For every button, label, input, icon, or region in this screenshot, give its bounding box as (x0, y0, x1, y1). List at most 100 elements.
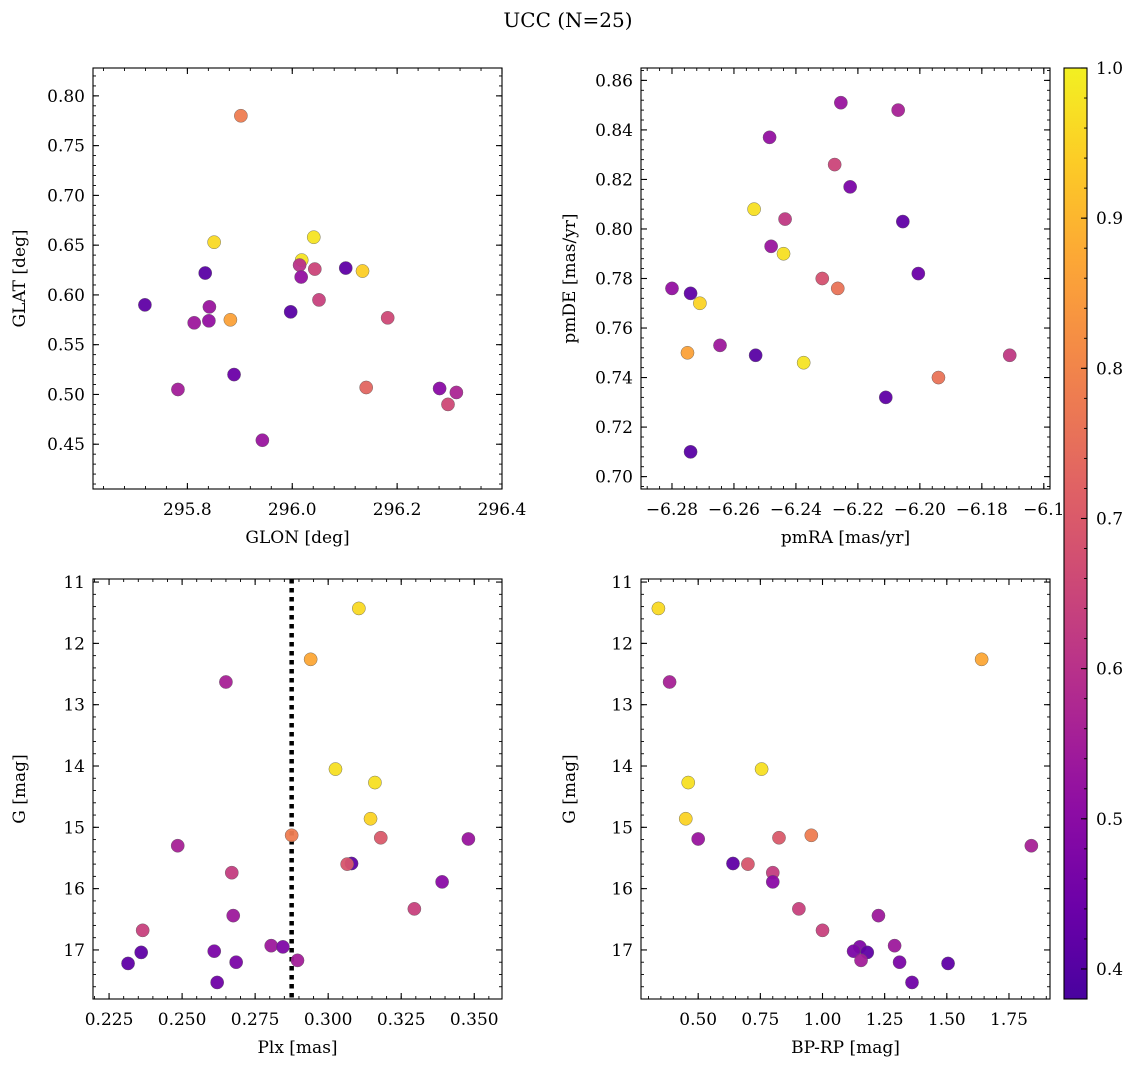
data-point (355, 264, 370, 278)
data-point (306, 230, 321, 244)
data-point (359, 380, 373, 395)
data-point (352, 601, 366, 616)
data-point (340, 857, 354, 871)
x-tick-label: 1.00 (804, 1010, 842, 1030)
panel-plx-g: 0.225 0.250 0.275 0.300 0.325 0.350 11 12 13 14 15… (10, 573, 503, 1058)
x-tick-label: 296.4 (478, 500, 527, 520)
data-point (827, 157, 842, 172)
data-point (887, 938, 902, 953)
data-point (693, 296, 707, 311)
data-point (891, 103, 905, 117)
data-point (662, 675, 677, 689)
y-tick-label: 17 (611, 941, 633, 961)
data-point (762, 130, 777, 145)
data-point (815, 271, 830, 286)
x-tick-label: −6.1 (1023, 500, 1064, 520)
x-axis-label: BP-RP [mag] (791, 1038, 900, 1058)
data-point (905, 975, 919, 990)
colorbar-tick-label: 0.7 (1096, 509, 1123, 529)
x-tick-label: 0.250 (158, 1010, 207, 1030)
y-tick-label: 14 (611, 757, 633, 777)
data-point (815, 923, 830, 938)
y-tick-label: 15 (63, 818, 85, 838)
data-point (308, 262, 322, 276)
colorbar-tick-label: 0.4 (1096, 960, 1123, 980)
x-tick-label: 296.0 (268, 500, 317, 520)
axes-frame (640, 578, 1051, 1000)
data-point (219, 675, 233, 689)
y-tick-label: 11 (63, 573, 85, 593)
y-axis-label: pmDE [mas/yr] (560, 213, 580, 343)
data-point (754, 762, 769, 776)
scatter-points (138, 108, 464, 448)
data-point (121, 956, 135, 971)
data-point (290, 953, 305, 968)
y-tick-label: 0.50 (47, 385, 85, 405)
axes-frame (92, 578, 503, 1000)
colorbar-gradient (1064, 68, 1087, 999)
data-point (202, 300, 217, 314)
data-point (911, 266, 926, 281)
data-point (328, 762, 343, 776)
data-point (380, 311, 395, 325)
data-point (931, 370, 946, 385)
data-point (713, 338, 727, 353)
data-point (226, 908, 241, 923)
data-point (878, 390, 893, 405)
data-point (207, 944, 222, 958)
data-point (234, 108, 248, 123)
y-axis-label: GLAT [deg] (10, 229, 30, 327)
data-point (170, 838, 185, 853)
y-tick-label: 0.74 (595, 369, 633, 389)
data-point (778, 212, 792, 226)
data-point (223, 313, 238, 327)
y-tick-label: 0.55 (47, 336, 85, 356)
data-point (461, 832, 476, 846)
x-axis-label: pmRA [mas/yr] (781, 528, 910, 548)
y-tick-label: 13 (63, 696, 85, 716)
data-point (974, 652, 989, 667)
x-tick-label: 0.75 (741, 1010, 779, 1030)
colorbar-tick-label: 1.0 (1096, 59, 1123, 79)
y-tick-label: 0.80 (47, 87, 85, 107)
y-tick-label: 17 (63, 941, 85, 961)
x-tick-label: 0.275 (231, 1010, 280, 1030)
y-tick-label: 0.82 (595, 170, 633, 190)
data-point (138, 298, 152, 312)
data-point (363, 811, 378, 826)
data-point (407, 902, 422, 916)
data-point (229, 955, 243, 970)
data-point (303, 652, 318, 667)
data-point (171, 382, 185, 397)
y-tick-label: 11 (611, 573, 633, 593)
data-point (854, 953, 868, 968)
data-point (207, 235, 221, 249)
x-axis-label: Plx [mas] (257, 1038, 337, 1058)
axes-frame (92, 67, 503, 490)
scatter-points (121, 601, 476, 990)
x-tick-label: 0.300 (304, 1010, 353, 1030)
data-point (264, 938, 279, 953)
y-tick-label: 0.84 (595, 121, 633, 141)
data-point (198, 266, 213, 280)
x-tick-label: −6.20 (894, 500, 946, 520)
data-point (830, 281, 845, 296)
x-tick-label: 0.225 (85, 1010, 134, 1030)
data-point (368, 775, 382, 790)
data-point (449, 385, 464, 400)
y-tick-label: 0.70 (47, 186, 85, 206)
data-point (681, 775, 696, 790)
data-point (772, 830, 786, 845)
data-point (726, 856, 740, 871)
data-point (741, 857, 755, 871)
data-point (834, 95, 848, 110)
y-tick-label: 0.65 (47, 236, 85, 256)
data-point (683, 286, 698, 301)
scatter-points (651, 601, 1039, 990)
data-point (441, 397, 455, 412)
data-point (312, 293, 326, 307)
data-point (276, 940, 290, 954)
data-point (202, 313, 216, 328)
data-point (134, 945, 149, 960)
data-point (765, 875, 780, 889)
